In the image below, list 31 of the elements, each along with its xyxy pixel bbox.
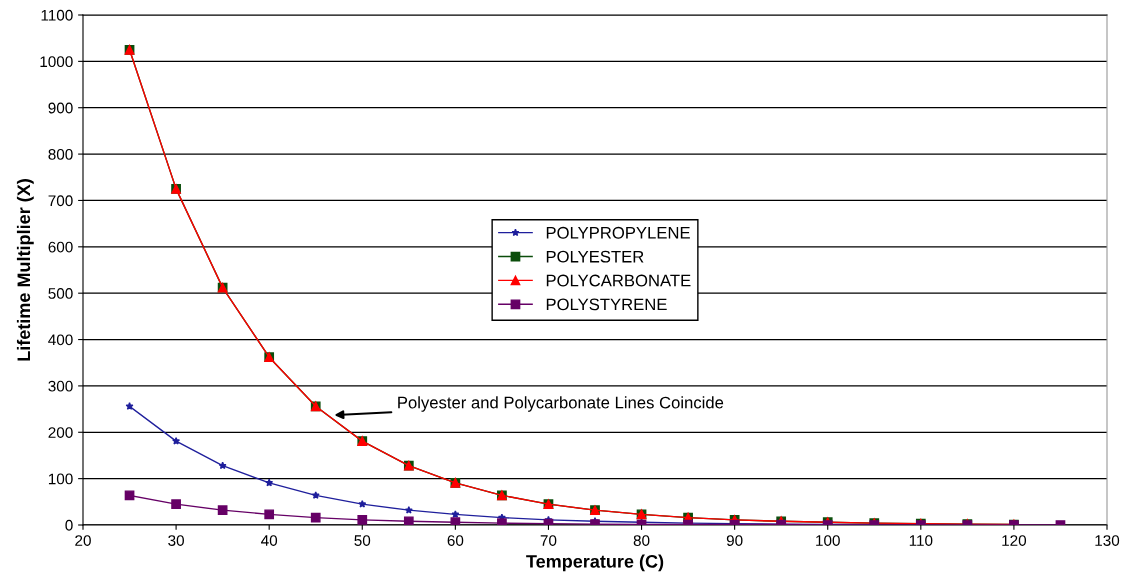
y-tick-label: 1000 [40, 56, 73, 68]
annotation: Polyester and Polycarbonate Lines Coincide [398, 396, 724, 412]
x-tick-label: 30 [168, 535, 184, 546]
y-tick-label: 800 [48, 148, 73, 160]
x-tick-label: 130 [1095, 535, 1120, 546]
y-tick-label: 400 [48, 334, 73, 346]
x-tick-label: 100 [816, 535, 840, 546]
x-axis-title: Temperature (C) [526, 554, 664, 572]
legend-label: POLYPROPYLENE [546, 226, 690, 239]
y-tick-label: 500 [48, 288, 73, 299]
legend-label: POLYESTER [546, 250, 644, 263]
x-tick-label: 20 [75, 535, 91, 546]
y-tick-label: 0 [65, 519, 73, 531]
y-tick-label: 100 [48, 473, 73, 485]
x-tick-label: 60 [447, 535, 464, 546]
y-tick-label: 600 [48, 241, 73, 253]
x-tick-label: 40 [261, 535, 278, 546]
x-tick-label: 120 [1002, 535, 1027, 546]
y-tick-label: 1100 [41, 9, 73, 21]
y-axis-title: Lifetime Multiplier (X) [16, 179, 34, 361]
x-tick-label: 50 [354, 535, 371, 546]
x-tick-label: 90 [726, 535, 743, 546]
legend-label: POLYCARBONATE [546, 274, 691, 287]
legend-label: POLYSTYRENE [546, 298, 667, 311]
x-tick-label: 110 [909, 535, 933, 546]
y-tick-label: 900 [48, 102, 73, 114]
y-tick-label: 200 [48, 427, 73, 438]
y-tick-label: 300 [48, 380, 73, 392]
x-tick-label: 70 [540, 535, 557, 546]
x-tick-label: 80 [633, 535, 650, 546]
y-tick-label: 700 [48, 195, 73, 207]
